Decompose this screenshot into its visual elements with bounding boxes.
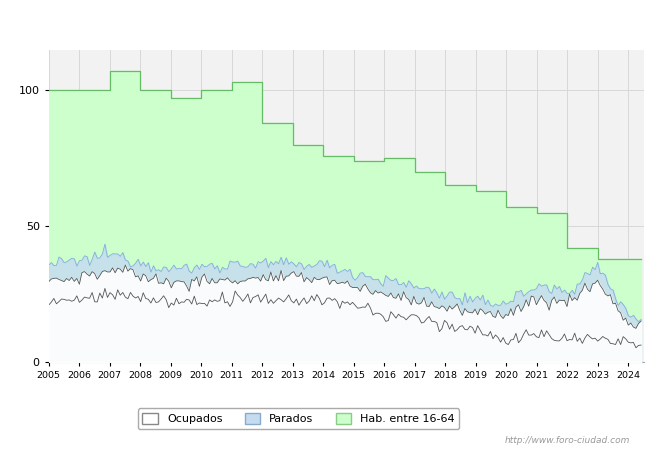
Text: http://www.foro-ciudad.com: http://www.foro-ciudad.com: [505, 436, 630, 445]
Legend: Ocupados, Parados, Hab. entre 16-64: Ocupados, Parados, Hab. entre 16-64: [138, 409, 459, 429]
Text: Cerralbo - Evolucion de la poblacion en edad de Trabajar Mayo de 2024: Cerralbo - Evolucion de la poblacion en …: [86, 17, 564, 30]
